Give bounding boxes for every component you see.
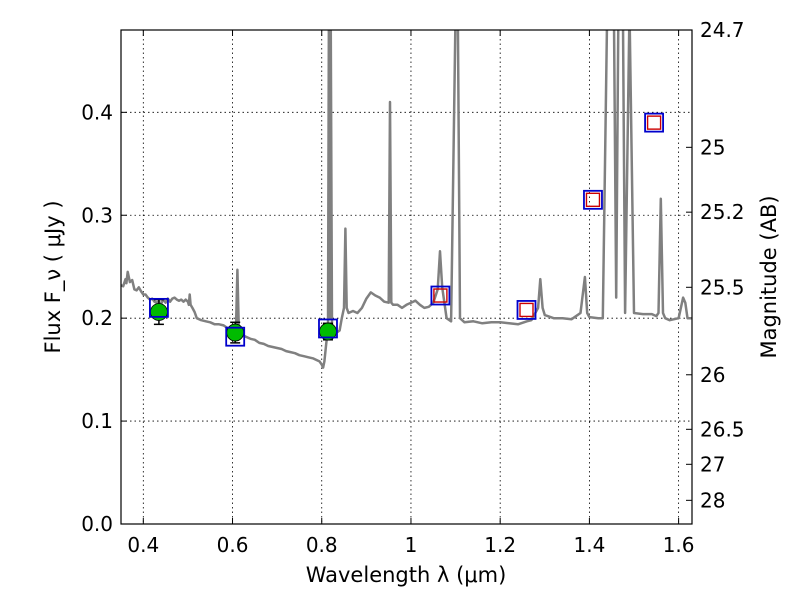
magnitude-tick-label: 25.2 <box>700 200 745 224</box>
model-point <box>430 285 451 306</box>
plot-area <box>121 30 692 369</box>
plot-frame <box>120 29 693 525</box>
predicted-point <box>585 192 601 208</box>
predicted-point <box>519 302 534 318</box>
x-tick-label: 0.4 <box>127 533 159 557</box>
y-tick-label: 0.2 <box>81 306 113 330</box>
y-axis-label: Flux F_ν ( μJy ) <box>41 200 66 353</box>
model-point <box>583 189 603 210</box>
magnitude-tick-label: 25 <box>700 135 725 159</box>
magnitude-tick-label: 24.7 <box>700 18 745 42</box>
model-point <box>225 326 246 347</box>
y-tick-label: 0.1 <box>81 409 113 433</box>
magnitude-tick-label: 26 <box>700 363 725 387</box>
model-point <box>318 318 338 339</box>
magnitude-tick-label: 27 <box>700 452 725 476</box>
x-tick-label: 0.6 <box>217 533 249 557</box>
y-axis-right-label: Magnitude (AB) <box>757 195 781 358</box>
observed-point <box>150 303 168 321</box>
model-point <box>644 112 664 133</box>
x-tick-label: 1 <box>405 533 418 557</box>
magnitude-tick-label: 28 <box>700 488 725 512</box>
x-tick-label: 1.6 <box>663 533 695 557</box>
predicted-point <box>433 288 448 303</box>
x-tick-label: 1.4 <box>573 533 605 557</box>
model-point <box>516 300 537 320</box>
predicted-point <box>646 115 662 130</box>
magnitude-tick-label: 25.5 <box>700 275 745 299</box>
observed-point <box>226 323 245 342</box>
x-axis-label: Wavelength λ (μm) <box>306 563 507 587</box>
y-tick-label: 0.0 <box>81 512 113 536</box>
x-tick-label: 0.8 <box>306 533 338 557</box>
y-tick-label: 0.3 <box>81 203 113 227</box>
y-tick-label: 0.4 <box>81 100 113 124</box>
axis-ticks: 0.4 0.6 0.8 1 1.2 1.4 1.6 0.0 0.1 0.2 0.3 0.4 24.7 25… <box>81 18 744 557</box>
x-tick-label: 1.2 <box>484 533 516 557</box>
model-point <box>149 297 169 318</box>
magnitude-tick-label: 26.5 <box>700 417 745 441</box>
